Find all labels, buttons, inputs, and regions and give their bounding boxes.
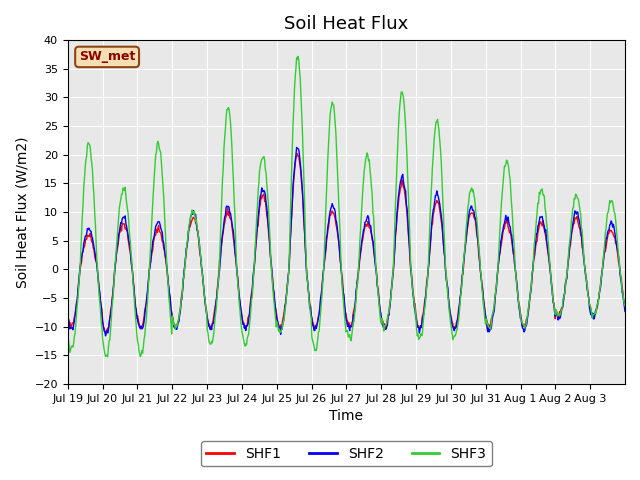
SHF2 (292, 144, 300, 150)
Line: SHF1: SHF1 (68, 154, 625, 333)
SHF1 (64, 312, 72, 318)
SHF2 (64, 316, 72, 322)
SHF2 (260, 188, 268, 193)
SHF1 (260, 191, 268, 197)
SHF3 (136, 354, 144, 360)
SHF3 (294, 54, 302, 60)
Y-axis label: Soil Heat Flux (W/m2): Soil Heat Flux (W/m2) (15, 136, 29, 288)
SHF1 (436, 213, 444, 218)
SHF3 (64, 331, 72, 336)
SHF1 (130, 284, 138, 289)
Text: SW_met: SW_met (79, 50, 135, 63)
SHF3 (232, 256, 240, 262)
SHF1 (621, 300, 629, 306)
SHF1 (294, 151, 301, 156)
SHF2 (436, 207, 444, 213)
X-axis label: Time: Time (330, 409, 364, 423)
SHF3 (281, 307, 289, 312)
SHF2 (102, 333, 109, 339)
SHF1 (281, 303, 289, 309)
Line: SHF3: SHF3 (68, 57, 625, 357)
SHF1 (405, 243, 413, 249)
SHF3 (405, 216, 413, 222)
SHF2 (281, 304, 289, 310)
SHF2 (130, 285, 138, 291)
Line: SHF2: SHF2 (68, 147, 625, 336)
SHF3 (436, 146, 444, 152)
SHF3 (621, 303, 629, 309)
Legend: SHF1, SHF2, SHF3: SHF1, SHF2, SHF3 (201, 441, 492, 467)
SHF1 (232, 263, 240, 268)
SHF2 (232, 260, 240, 266)
SHF3 (260, 154, 268, 159)
SHF2 (621, 309, 629, 314)
SHF1 (102, 330, 109, 336)
SHF2 (405, 240, 413, 245)
SHF3 (129, 282, 137, 288)
Title: Soil Heat Flux: Soil Heat Flux (284, 15, 408, 33)
